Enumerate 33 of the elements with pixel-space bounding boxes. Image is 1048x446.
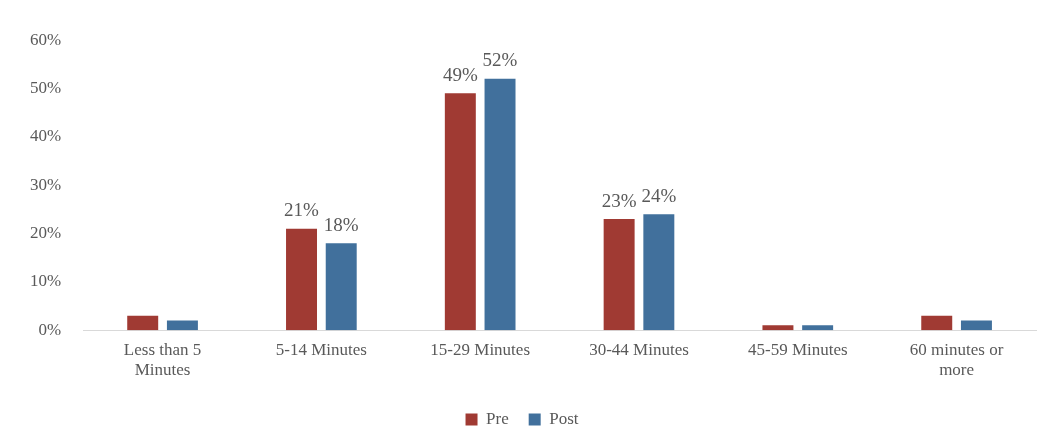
bar: [762, 325, 794, 331]
x-tick-label: 60 minutes or more: [909, 339, 1004, 380]
y-tick-label: 20%: [29, 223, 62, 242]
y-tick-label: 10%: [29, 271, 62, 291]
x-tick-label: 45-59 Minutes: [747, 339, 848, 359]
y-tick-label: 50%: [29, 78, 62, 97]
bar: [286, 228, 317, 331]
data-label: 21%: [284, 199, 320, 221]
bar: [325, 243, 357, 331]
data-label: 18%: [323, 213, 359, 235]
bar: [166, 320, 198, 331]
bar: [960, 320, 992, 331]
y-tick-label: 30%: [29, 174, 62, 194]
legend-label: Pre: [486, 408, 509, 428]
bar: [484, 78, 516, 331]
y-tick-label: 0%: [38, 319, 62, 339]
x-tick-label: 15-29 Minutes: [430, 339, 530, 359]
bar: [643, 214, 675, 331]
data-label: 49%: [442, 63, 478, 85]
bar: [921, 315, 953, 331]
bar: [444, 93, 476, 331]
data-label: 24%: [641, 184, 677, 206]
bar: [603, 219, 635, 331]
x-tick-label: 5-14 Minutes: [275, 339, 367, 359]
data-label: 23%: [601, 189, 637, 211]
y-tick-label: 40%: [29, 126, 62, 146]
data-label: 52%: [482, 49, 518, 71]
legend-label: Post: [549, 408, 579, 428]
bar: [802, 325, 834, 331]
y-tick-label: 60%: [29, 29, 62, 49]
x-tick-label: 30-44 Minutes: [589, 339, 689, 359]
x-tick-label: Less than 5 Minutes: [123, 339, 202, 380]
bar: [127, 315, 159, 331]
